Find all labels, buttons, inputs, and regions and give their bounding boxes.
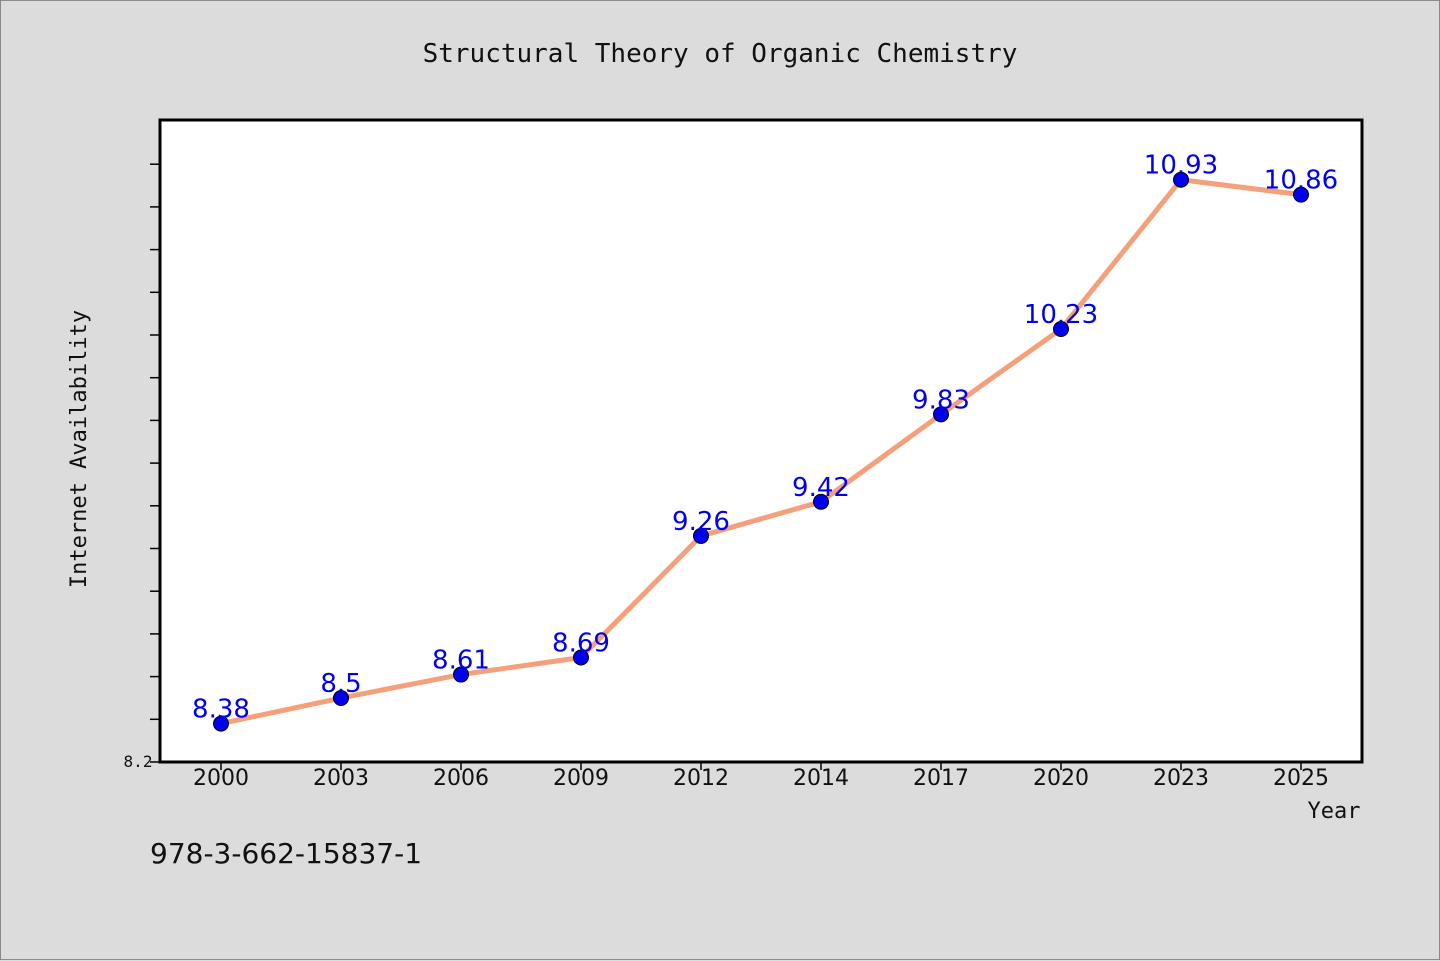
data-label: 10.23 xyxy=(1024,300,1098,330)
data-label: 8.61 xyxy=(432,646,490,676)
x-tick-label: 2017 xyxy=(913,766,969,791)
data-point xyxy=(693,527,709,544)
x-tick-label: 2003 xyxy=(313,766,369,791)
x-tick-labels: 2000 2003 2006 2009 2012 2014 2017 2020 2023 2025 xyxy=(193,766,1329,791)
y-axis-label: Internet Availability xyxy=(67,310,92,588)
x-axis-ticks xyxy=(220,762,1302,770)
data-label: 8.38 xyxy=(192,695,250,725)
data-point xyxy=(1293,186,1309,203)
plot-area xyxy=(158,118,1364,764)
x-tick-label: 2020 xyxy=(1033,766,1089,791)
data-label: 8.69 xyxy=(552,628,610,658)
x-tick-label: 2006 xyxy=(433,766,489,791)
series-line-group xyxy=(218,177,1304,727)
data-point xyxy=(453,666,469,683)
x-axis-label: Year xyxy=(1308,799,1361,824)
x-tick-label: 2009 xyxy=(553,766,609,791)
data-label: 10.86 xyxy=(1264,166,1338,196)
data-point xyxy=(213,715,229,732)
data-point xyxy=(1173,171,1189,188)
y-tick-label-min: 8.2 xyxy=(124,752,153,771)
chart-title: Structural Theory of Organic Chemistry xyxy=(423,39,1018,69)
x-tick-label: 2014 xyxy=(793,766,849,791)
y-axis-ticks xyxy=(150,163,160,763)
isbn-text: 978-3-662-15837-1 xyxy=(150,837,422,870)
x-tick-label: 2025 xyxy=(1273,766,1329,791)
data-point xyxy=(573,649,589,666)
x-tick-label: 2023 xyxy=(1153,766,1209,791)
series-markers xyxy=(213,171,1309,732)
x-tick-label: 2000 xyxy=(193,766,249,791)
x-tick-label: 2012 xyxy=(673,766,729,791)
data-point xyxy=(813,493,829,510)
data-label: 9.42 xyxy=(792,473,850,503)
series-line xyxy=(218,177,1304,727)
data-point xyxy=(933,406,949,423)
data-label: 9.83 xyxy=(912,385,970,415)
data-labels: 8.38 8.5 8.61 8.69 9.26 9.42 9.83 10.23 10.93 10.… xyxy=(192,151,1338,725)
data-label: 10.93 xyxy=(1144,151,1218,181)
data-point xyxy=(333,690,349,707)
data-label: 8.5 xyxy=(320,669,361,699)
data-point xyxy=(1053,321,1069,338)
data-label: 9.26 xyxy=(672,507,730,537)
